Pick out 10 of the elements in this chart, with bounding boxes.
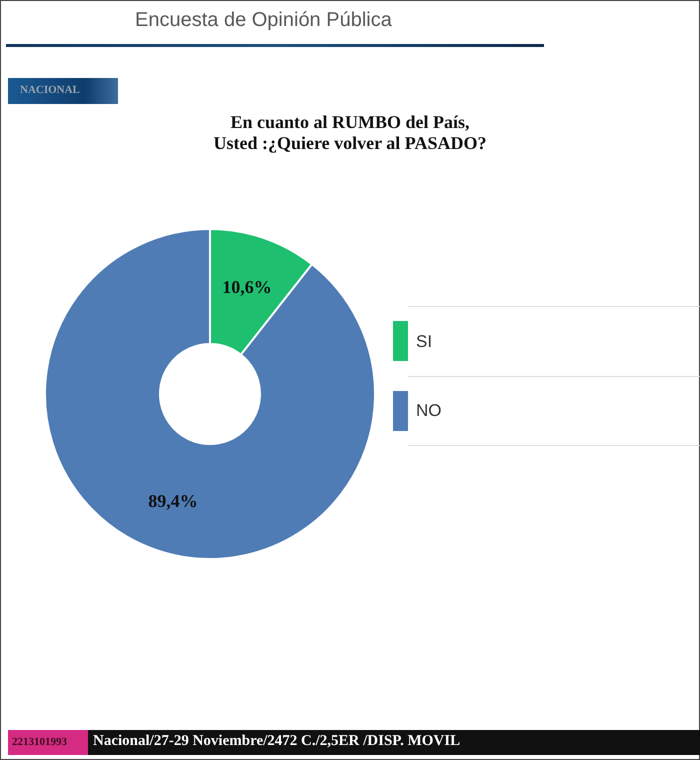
text: NACIONAL bbox=[20, 84, 80, 96]
text: Nacional/27-29 Noviembre/2472 C./2,5ER /DISP. MOVIL bbox=[93, 733, 460, 750]
data-label: 89,4% bbox=[148, 491, 198, 512]
donut-slice bbox=[44, 228, 376, 560]
chart-title: En cuanto al RUMBO del País, Usted :¿Quiere volver al PASADO? bbox=[212, 112, 488, 154]
text: 2213101993 bbox=[12, 736, 67, 748]
legend-label: NO bbox=[416, 401, 442, 421]
legend-label: SI bbox=[416, 332, 432, 352]
text: Encuesta de Opinión Pública bbox=[135, 9, 392, 32]
data-label: 10,6% bbox=[222, 276, 272, 297]
